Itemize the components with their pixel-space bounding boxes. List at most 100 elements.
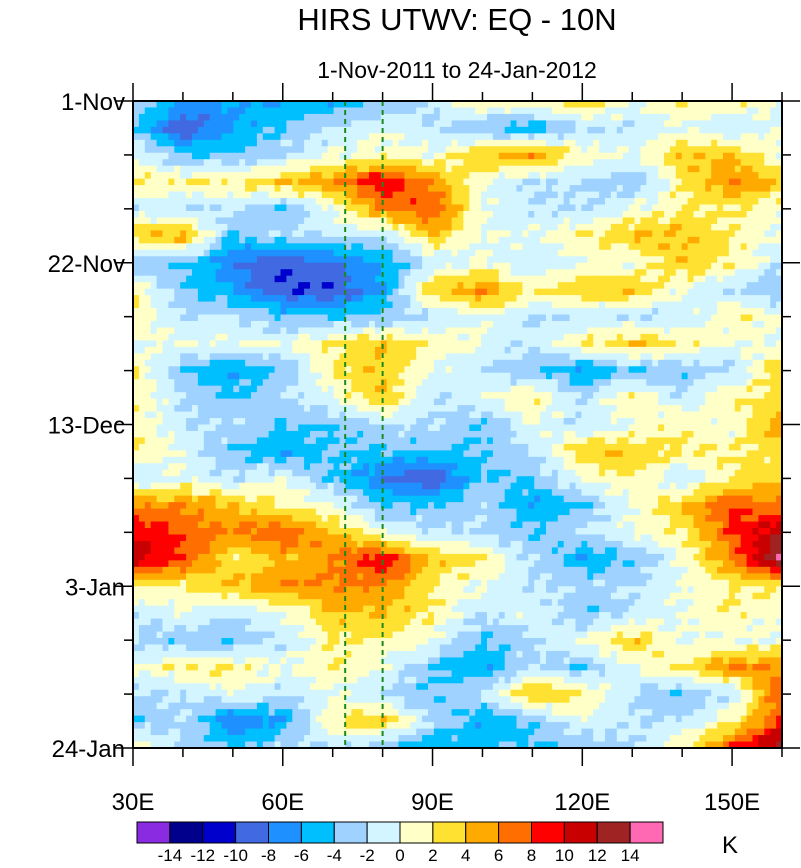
heatmap-cell (209, 262, 217, 270)
heatmap-cell (728, 249, 736, 257)
heatmap-cell (345, 308, 352, 316)
heatmap-cell (616, 346, 624, 354)
heatmap-cell (304, 333, 311, 341)
heatmap-cell (522, 333, 529, 341)
heatmap-cell (516, 346, 523, 354)
heatmap-cell (174, 133, 181, 141)
heatmap-cell (286, 379, 293, 387)
heatmap-cell (587, 101, 594, 109)
heatmap-cell (327, 385, 335, 393)
heatmap-cell (487, 223, 494, 231)
heatmap-cell (658, 210, 665, 219)
heatmap-cell (321, 146, 329, 154)
heatmap-cell (569, 191, 577, 199)
heatmap-cell (693, 210, 700, 219)
heatmap-cell (563, 191, 571, 199)
heatmap-cell (186, 107, 193, 115)
heatmap-cell (734, 327, 742, 335)
heatmap-cell (664, 139, 671, 147)
heatmap-cell (398, 146, 405, 154)
heatmap-cell (333, 191, 341, 199)
heatmap-cell (764, 107, 771, 115)
heatmap-cell (162, 333, 169, 341)
heatmap-cell (268, 165, 276, 173)
heatmap-cell (150, 146, 158, 154)
heatmap-cell (433, 314, 441, 322)
heatmap-cell (203, 198, 211, 206)
heatmap-cell (481, 372, 488, 380)
heatmap-cell (728, 204, 736, 212)
heatmap-cell (528, 353, 535, 361)
heatmap-cell (410, 139, 417, 147)
heatmap-cell (321, 204, 329, 212)
heatmap-cell (622, 172, 630, 180)
heatmap-cell (357, 295, 364, 303)
heatmap-cell (687, 385, 695, 393)
heatmap-cell (345, 392, 352, 400)
heatmap-cell (221, 210, 228, 219)
heatmap-cell (168, 269, 175, 277)
heatmap-cell (422, 139, 429, 147)
heatmap-cell (740, 243, 748, 251)
heatmap-cell (144, 366, 152, 374)
heatmap-cell (740, 107, 748, 115)
heatmap-cell (481, 120, 488, 128)
heatmap-cell (540, 139, 547, 147)
heatmap-cell (315, 107, 323, 115)
heatmap-cell (463, 107, 470, 115)
heatmap-cell (705, 152, 712, 160)
heatmap-cell (669, 113, 677, 122)
heatmap-cell (492, 133, 500, 141)
heatmap-cell (369, 113, 376, 122)
heatmap-cell (374, 288, 382, 296)
heatmap-cell (374, 159, 382, 167)
heatmap-cell (487, 101, 494, 109)
heatmap-cell (280, 333, 287, 341)
heatmap-cell (528, 346, 535, 354)
heatmap-cell (717, 139, 724, 147)
heatmap-cell (133, 113, 140, 122)
heatmap-cell (546, 101, 553, 109)
heatmap-cell (658, 217, 665, 225)
heatmap-cell (569, 301, 577, 309)
heatmap-cell (233, 308, 240, 316)
heatmap-cell (280, 243, 287, 251)
heatmap-cell (575, 320, 582, 329)
heatmap-cell (475, 385, 482, 393)
heatmap-cell (245, 198, 252, 206)
heatmap-cell (764, 353, 771, 361)
heatmap-cell (457, 353, 464, 361)
heatmap-cell (156, 385, 164, 393)
heatmap-cell (203, 152, 211, 160)
heatmap-cell (669, 359, 677, 367)
heatmap-cell (711, 204, 718, 212)
heatmap-cell (776, 372, 783, 380)
heatmap-cell (363, 320, 370, 329)
heatmap-cell (180, 327, 187, 335)
heatmap-cell (398, 275, 405, 283)
heatmap-cell (180, 185, 187, 193)
heatmap-cell (345, 243, 352, 251)
heatmap-cell (315, 249, 323, 257)
heatmap-cell (428, 327, 435, 335)
heatmap-cell (475, 346, 482, 354)
heatmap-cell (398, 333, 405, 341)
heatmap-cell (457, 101, 464, 109)
heatmap-cell (433, 243, 441, 251)
heatmap-cell (546, 366, 553, 374)
heatmap-cell (256, 282, 264, 290)
heatmap-cell (699, 133, 706, 141)
heatmap-cell (268, 191, 276, 199)
heatmap-cell (581, 327, 588, 335)
heatmap-cell (711, 113, 718, 122)
heatmap-cell (369, 210, 376, 219)
heatmap-cell (280, 366, 287, 374)
heatmap-cell (711, 288, 718, 296)
heatmap-cell (605, 243, 612, 251)
heatmap-cell (764, 385, 771, 393)
heatmap-cell (144, 139, 152, 147)
heatmap-cell (144, 146, 152, 154)
heatmap-cell (776, 340, 783, 348)
heatmap-cell (675, 101, 683, 109)
heatmap-cell (522, 320, 529, 329)
